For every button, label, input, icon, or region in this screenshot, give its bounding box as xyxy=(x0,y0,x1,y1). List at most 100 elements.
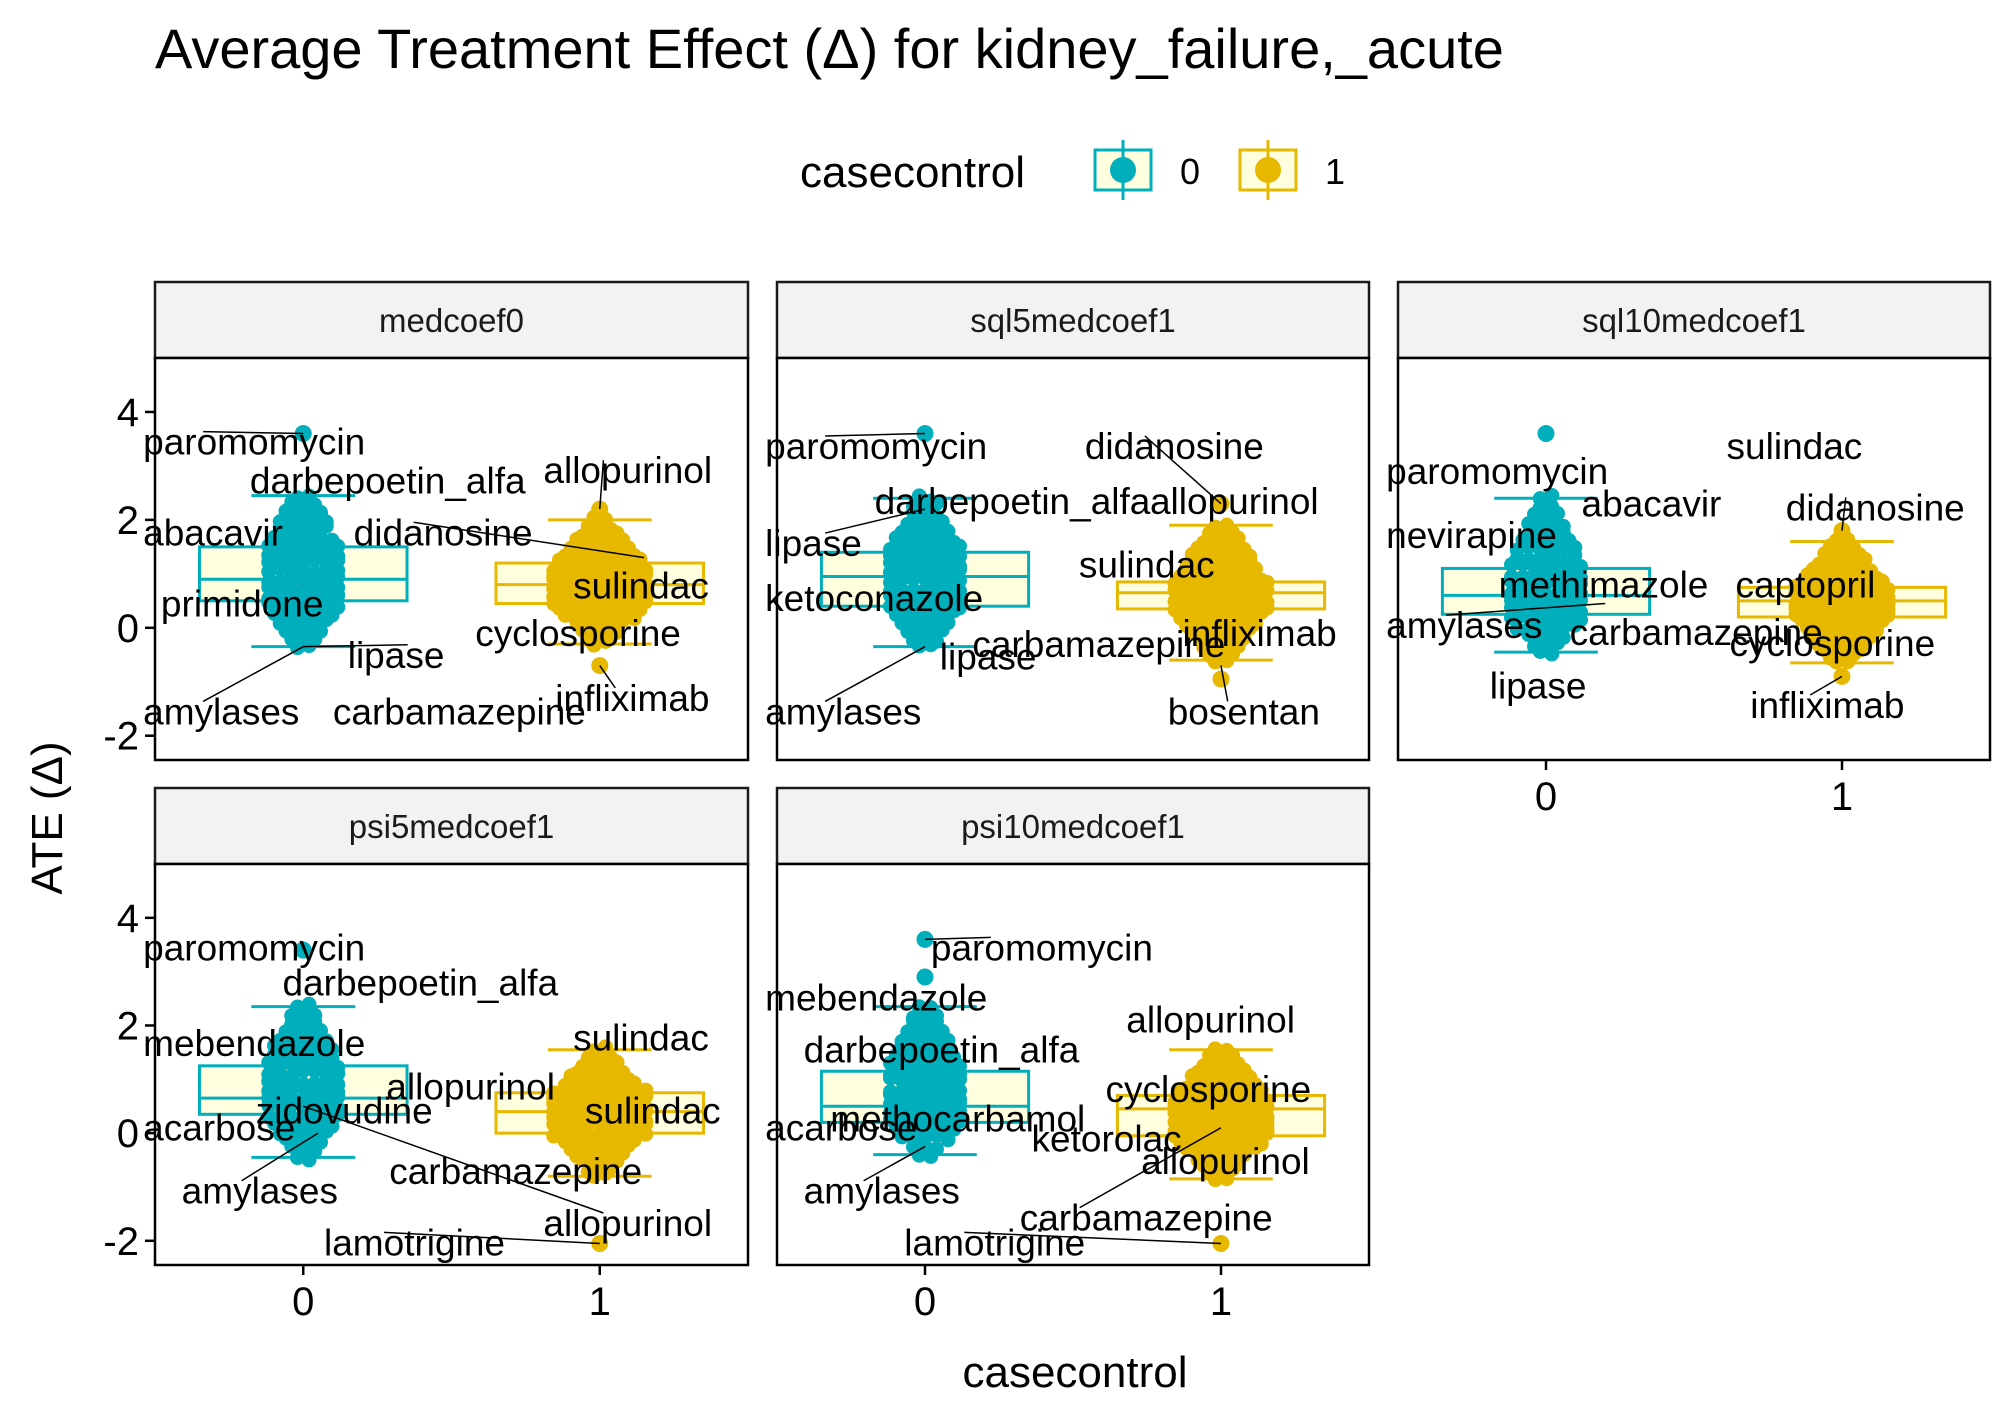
data-point xyxy=(592,1087,608,1103)
point-label-allopurinol: allopurinol xyxy=(543,450,712,491)
label-connector xyxy=(1841,497,1847,531)
label-connector xyxy=(1809,675,1843,696)
data-point xyxy=(1555,552,1571,568)
point-label-didanosine: didanosine xyxy=(1085,426,1264,467)
data-point xyxy=(1573,604,1588,620)
data-point xyxy=(929,1082,944,1098)
point-label-allopurinol: allopurinol xyxy=(386,1066,555,1107)
y-tick-label: 2 xyxy=(117,499,139,543)
chart-title: Average Treatment Effect (Δ) for kidney_… xyxy=(155,17,1504,80)
panel-border xyxy=(775,356,1371,762)
point-label-paromomycin: paromomycin xyxy=(1386,451,1608,492)
data-point xyxy=(894,583,910,599)
data-point xyxy=(911,1123,927,1139)
data-point xyxy=(1504,610,1519,626)
x-tick-label: 1 xyxy=(589,1280,611,1324)
facet-strip-label: sql5medcoef1 xyxy=(970,302,1175,339)
data-point xyxy=(1219,517,1235,533)
point-label-lipase: lipase xyxy=(765,523,862,564)
data-point xyxy=(929,557,944,573)
outlier-point xyxy=(294,941,312,959)
point-label-darbepoetin-alfa: darbepoetin_alfa xyxy=(875,481,1151,522)
point-label-infliximab: infliximab xyxy=(555,678,709,719)
data-point xyxy=(894,1073,910,1089)
point-label-bosentan: bosentan xyxy=(1168,691,1320,732)
data-point xyxy=(1167,1094,1183,1110)
panel-background xyxy=(1398,358,1990,760)
point-label-sulindac: sulindac xyxy=(573,1017,709,1058)
y-tick-label: 0 xyxy=(117,1112,139,1156)
data-point xyxy=(324,532,340,548)
point-label-allopurinol: allopurinol xyxy=(1141,1141,1310,1182)
point-label-carbamazepine: carbamazepine xyxy=(389,1151,642,1192)
point-label-lipase: lipase xyxy=(1490,666,1587,707)
y-axis: -2 0 2 4 xyxy=(103,897,155,1264)
box-sql10medcoef1-group-1 xyxy=(1736,532,1948,670)
point-label-primidone: primidone xyxy=(161,584,323,625)
label-connector xyxy=(964,1231,1222,1245)
dot-cloud xyxy=(1167,517,1275,670)
data-point xyxy=(603,1050,619,1066)
data-point xyxy=(272,554,288,570)
label-connector xyxy=(599,665,616,689)
data-point xyxy=(929,509,944,525)
data-point xyxy=(261,591,277,607)
data-point xyxy=(1532,629,1548,645)
facet-strip-label: psi10medcoef1 xyxy=(961,808,1185,845)
outlier-point xyxy=(1537,425,1555,443)
point-label-lamotrigine: lamotrigine xyxy=(324,1222,505,1263)
data-point xyxy=(923,1125,939,1141)
data-point xyxy=(952,600,967,616)
box-sql10medcoef1-group-0 xyxy=(1440,487,1652,662)
legend-title: casecontrol xyxy=(800,148,1025,197)
legend-point-glyph xyxy=(1255,157,1281,183)
data-point xyxy=(900,516,916,532)
data-point xyxy=(295,524,311,540)
legend-label-0: 0 xyxy=(1180,151,1200,192)
data-point xyxy=(1521,527,1537,543)
data-point xyxy=(1561,578,1577,594)
data-point xyxy=(929,567,944,583)
label-connector xyxy=(924,936,991,941)
point-label-ketorolac: ketorolac xyxy=(1032,1119,1182,1160)
data-point xyxy=(911,516,927,532)
data-point xyxy=(295,1092,311,1108)
facet-strip-label: psi5medcoef1 xyxy=(349,808,554,845)
data-point xyxy=(318,573,334,589)
data-point xyxy=(1834,604,1850,620)
data-point xyxy=(1527,585,1542,601)
data-point xyxy=(911,488,927,504)
data-point xyxy=(952,583,967,599)
point-label-carbamazepine: carbamazepine xyxy=(1020,1198,1273,1239)
label-connector xyxy=(202,646,304,703)
data-point xyxy=(272,573,288,589)
y-axis-title: ATE (Δ) xyxy=(23,741,72,894)
box-medcoef0-group-0 xyxy=(197,488,409,656)
data-point xyxy=(586,1043,602,1059)
data-point xyxy=(284,557,300,573)
y-axis: -2 0 2 4 xyxy=(103,391,155,759)
point-label-lipase: lipase xyxy=(348,635,445,676)
label-connector xyxy=(824,646,926,703)
box-medcoef0-group-1 xyxy=(494,509,706,653)
point-label-darbepoetin-alfa: darbepoetin_alfa xyxy=(282,962,558,1003)
data-point xyxy=(946,534,962,550)
data-point xyxy=(307,1075,323,1091)
data-point xyxy=(1219,1042,1235,1058)
data-point xyxy=(1538,587,1554,603)
data-point xyxy=(1515,569,1531,585)
data-point xyxy=(906,582,921,598)
point-label-lipase: lipase xyxy=(940,636,1037,677)
y-tick-label: 0 xyxy=(117,607,139,651)
data-point xyxy=(261,1067,277,1083)
facet-strip-label: sql10medcoef1 xyxy=(1582,302,1806,339)
y-tick-label: -2 xyxy=(103,715,139,759)
facet-strip xyxy=(775,280,1371,360)
label-connector xyxy=(1079,1127,1222,1209)
point-label-amylases: amylases xyxy=(143,691,299,732)
point-label-amylases: amylases xyxy=(182,1171,338,1212)
label-connector xyxy=(599,460,605,510)
data-point xyxy=(946,1050,962,1066)
data-point xyxy=(290,999,305,1015)
